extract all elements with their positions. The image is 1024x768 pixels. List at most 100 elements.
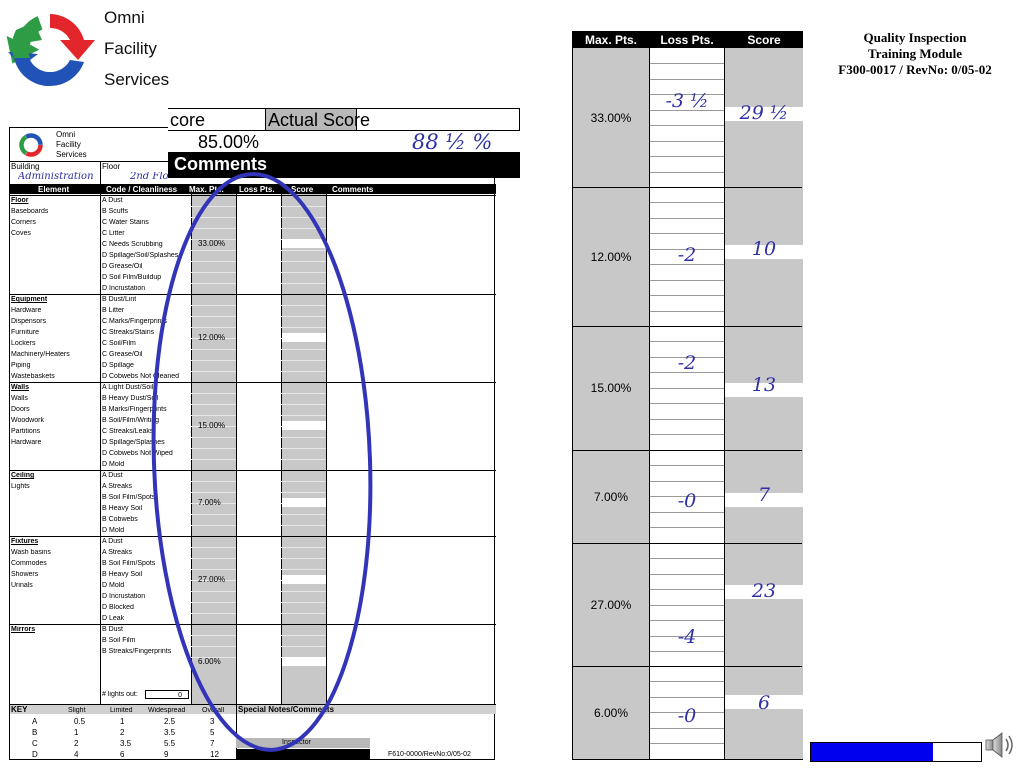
key-cell: 2 xyxy=(120,729,125,737)
element-item: Furniture xyxy=(11,329,40,336)
lights-out-value[interactable]: 0 xyxy=(145,690,189,699)
code-item: D Cobwebs Not Cleaned xyxy=(102,373,180,380)
presentation-progress-bar[interactable] xyxy=(810,742,982,762)
code-item: D Mold xyxy=(102,527,125,534)
floor-label: Floor xyxy=(102,163,121,171)
lights-out-label: # lights out: xyxy=(102,691,138,698)
score-entry-cell[interactable] xyxy=(282,575,326,584)
code-item: B Heavy Soil xyxy=(102,571,143,578)
key-cell: 2 xyxy=(74,740,79,748)
form-logo-line-1: Omni xyxy=(56,131,76,139)
code-item: B Heavy Soil xyxy=(102,505,143,512)
code-item: D Blocked xyxy=(102,604,134,611)
element-item: Hardware xyxy=(11,307,42,314)
title-line-3: F300-0017 / RevNo: 0/05-02 xyxy=(838,62,992,77)
speaker-icon[interactable] xyxy=(983,730,1017,760)
key-cell: 0.5 xyxy=(74,718,86,726)
category-title: Floor xyxy=(11,197,29,204)
category-max-pts: 7.00% xyxy=(198,499,221,507)
form-logo-line-3: Services xyxy=(56,151,87,159)
category-max-pts: 33.00% xyxy=(198,240,226,248)
row-max-pts: 27.00% xyxy=(590,597,632,612)
actual-score-header: Actual Score xyxy=(268,110,371,130)
element-item: Corners xyxy=(11,219,36,226)
element-item: Baseboards xyxy=(11,208,49,215)
code-item: C Needs Scrubbing xyxy=(102,241,163,248)
code-item: B Streaks/Fingerprints xyxy=(102,648,172,655)
category-title: Walls xyxy=(11,384,30,391)
title-block: Quality Inspection Training Module F300-… xyxy=(812,30,1018,78)
row-score: 6 xyxy=(757,692,771,714)
key-cell: 4 xyxy=(74,751,79,759)
header-element: Element xyxy=(38,185,70,194)
key-cell: A xyxy=(32,718,38,726)
key-cell: 5.5 xyxy=(164,740,176,748)
score-entry-cell[interactable] xyxy=(282,421,326,430)
code-item: B Litter xyxy=(102,307,125,314)
code-item: B Scuffs xyxy=(102,208,128,215)
row-score: 13 xyxy=(751,374,777,396)
key-cell: B xyxy=(32,729,38,737)
row-loss-pts: -4 xyxy=(677,626,697,648)
code-item: D Incrustation xyxy=(102,285,146,292)
score-header-partial: core xyxy=(170,110,206,130)
code-item: B Soil/Film/Writing xyxy=(102,417,160,424)
category-max-pts: 12.00% xyxy=(198,334,226,342)
element-item: Lockers xyxy=(11,340,36,347)
category-title: Ceiling xyxy=(11,472,35,479)
row-loss-pts: -3 ½ xyxy=(665,90,709,112)
building-label: Building xyxy=(11,163,40,171)
key-cell: 2.5 xyxy=(164,718,176,726)
brand-line-2: Facility xyxy=(104,39,157,58)
score-table-header-max: Max. Pts. xyxy=(573,32,649,48)
code-item: C Streaks/Stains xyxy=(102,329,155,336)
row-loss-pts: -0 xyxy=(677,705,697,727)
element-item: Walls xyxy=(11,395,28,402)
key-title: KEY xyxy=(11,706,28,714)
category-max-pts: 6.00% xyxy=(198,658,221,666)
header-code: Code / Cleanliness xyxy=(106,185,178,194)
key-header-limited: Limited xyxy=(110,707,133,714)
score-entry-cell[interactable] xyxy=(282,657,326,666)
row-score: 23 xyxy=(751,580,777,602)
code-item: B Dust xyxy=(102,626,124,633)
score-table-header-score: Score xyxy=(725,32,803,48)
code-item: A Dust xyxy=(102,538,123,545)
floor-value: 2nd Flo xyxy=(130,172,169,182)
code-item: A Streaks xyxy=(102,483,132,490)
progress-fill xyxy=(811,743,934,761)
score-entry-cell[interactable] xyxy=(282,333,326,342)
key-header-slight: Slight xyxy=(68,707,86,714)
header-loss: Loss Pts. xyxy=(239,185,275,194)
code-item: C Streaks/Leaks xyxy=(102,428,154,435)
key-cell: 1 xyxy=(120,718,125,726)
possible-score-value: 85.00% xyxy=(198,132,260,152)
header-comments: Comments xyxy=(332,185,374,194)
element-item: Commodes xyxy=(11,560,47,567)
element-item: Woodwork xyxy=(11,417,44,424)
key-header-overall: Overall xyxy=(202,707,225,714)
element-item: Wastebaskets xyxy=(11,373,55,380)
code-item: B Soil Film xyxy=(102,637,136,644)
key-cell: 9 xyxy=(164,751,169,759)
brand-line-1: Omni xyxy=(104,8,145,27)
omni-logo-icon xyxy=(6,14,95,87)
score-entry-cell[interactable] xyxy=(282,239,326,248)
category-max-pts: 27.00% xyxy=(198,576,226,584)
element-item: Wash basins xyxy=(11,549,51,556)
code-item: A Dust xyxy=(102,472,123,479)
row-max-pts: 33.00% xyxy=(590,110,632,125)
special-notes-label: Special Notes/Comments xyxy=(238,706,335,714)
code-item: B Soil Film/Spots xyxy=(102,560,156,567)
score-entry-cell[interactable] xyxy=(282,498,326,507)
key-cell: D xyxy=(32,751,38,759)
key-cell: 1 xyxy=(74,729,79,737)
key-cell: 12 xyxy=(210,751,219,759)
code-item: A Light Dust/Soil xyxy=(102,384,154,391)
key-cell: 3.5 xyxy=(120,740,132,748)
row-max-pts: 12.00% xyxy=(590,249,632,264)
category-max-pts: 15.00% xyxy=(198,422,226,430)
row-max-pts: 15.00% xyxy=(590,381,632,395)
form-logo-line-2: Facility xyxy=(56,141,81,149)
code-item: C Litter xyxy=(102,230,125,237)
